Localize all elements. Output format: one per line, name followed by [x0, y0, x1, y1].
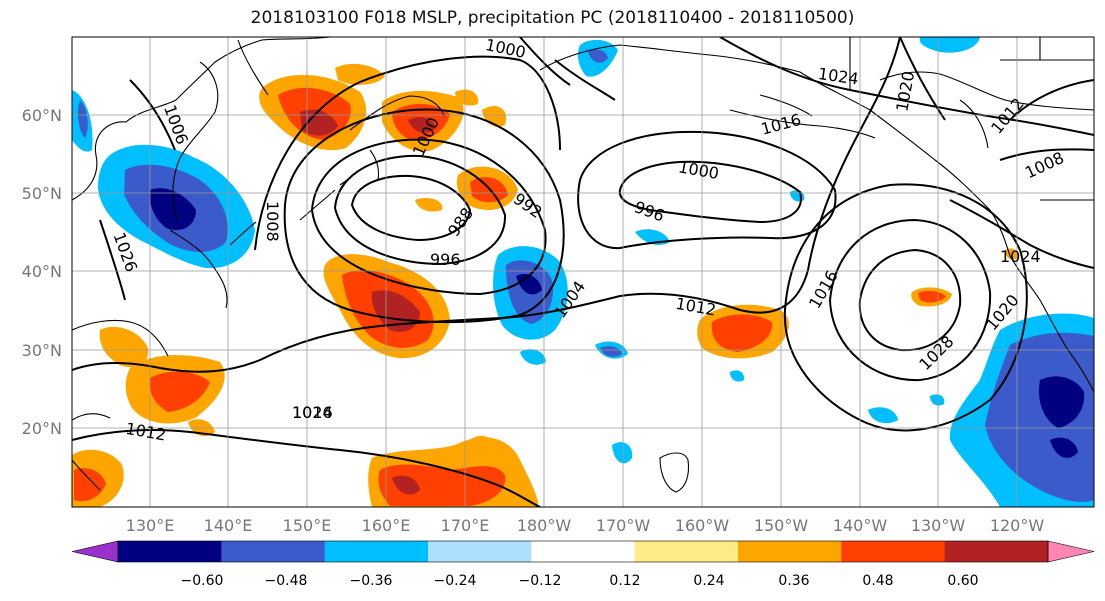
colorbar-swatch	[324, 541, 429, 562]
gridlines	[72, 37, 1094, 507]
contour-label: 996	[430, 250, 461, 269]
lon-label: 170°E	[441, 516, 490, 535]
contour-label: 1008	[263, 201, 282, 242]
lat-label: 20°N	[22, 419, 62, 438]
map-frame	[71, 36, 1095, 508]
colorbar-swatches	[71, 540, 1095, 563]
precip-positive	[72, 63, 1019, 507]
map-title: 2018103100 F018 MSLP, precipitation PC (…	[250, 8, 855, 28]
colorbar-tick-label: −0.60	[181, 573, 224, 589]
colorbar-tick-label: 0.48	[862, 573, 893, 589]
colorbar-outline	[117, 540, 1049, 563]
contour-label: 1016	[292, 403, 333, 422]
lon-label: 140°E	[204, 516, 253, 535]
colorbar-swatch	[221, 541, 326, 562]
precip-blob-bottom-west	[72, 449, 124, 507]
lon-label: 160°E	[362, 516, 411, 535]
precip-blob-mid-pacific	[697, 304, 789, 359]
lon-label: 180°W	[517, 516, 572, 535]
precip-blob-bottom-central	[368, 437, 539, 507]
lat-label: 60°N	[22, 106, 62, 125]
colorbar-extend-high	[1047, 540, 1095, 563]
lat-label: 30°N	[22, 341, 62, 360]
lon-label: 150°W	[754, 516, 809, 535]
lat-label: 50°N	[22, 184, 62, 203]
latitude-labels: 60°N 50°N 40°N 30°N 20°N	[22, 106, 62, 438]
precip-blob-dateline	[493, 246, 568, 340]
colorbar-tick-label: 0.36	[778, 573, 809, 589]
colorbar-tick-labels: −0.60 −0.48 −0.36 −0.24 −0.12 0.12 0.24 …	[181, 573, 979, 589]
colorbar-tick-label: −0.12	[519, 573, 562, 589]
colorbar: −0.60 −0.48 −0.36 −0.24 −0.12 0.12 0.24 …	[71, 540, 1095, 589]
colorbar-swatch	[428, 541, 532, 562]
contour-label: 1024	[1000, 247, 1041, 266]
lon-label: 170°W	[596, 516, 651, 535]
map-area: 1000 1006 1008 1000 988 992 996 1004 101…	[72, 37, 1094, 507]
colorbar-swatch	[118, 541, 222, 562]
longitude-labels: 130°E 140°E 150°E 160°E 170°E 180°W 170°…	[126, 516, 1045, 535]
precip-blob-east-pacific	[949, 313, 1094, 507]
lon-label: 160°W	[675, 516, 730, 535]
colorbar-tick-label: 0.24	[693, 573, 724, 589]
colorbar-swatch	[944, 541, 1049, 562]
lat-label: 40°N	[22, 262, 62, 281]
lon-label: 130°E	[126, 516, 175, 535]
colorbar-swatch	[738, 541, 842, 562]
lon-label: 150°E	[283, 516, 332, 535]
colorbar-tick-label: −0.48	[265, 573, 308, 589]
colorbar-swatch	[634, 541, 739, 562]
colorbar-swatch	[841, 541, 946, 562]
lon-label: 140°W	[833, 516, 888, 535]
colorbar-tick-label: −0.24	[434, 573, 477, 589]
lon-label: 120°W	[990, 516, 1045, 535]
precip-blob-okhotsk	[382, 90, 464, 152]
colorbar-extend-low	[71, 540, 119, 563]
coastlines	[72, 37, 1094, 493]
precip-blob-east-high	[911, 287, 952, 307]
colorbar-tick-label: 0.60	[947, 573, 978, 589]
lon-label: 130°W	[911, 516, 966, 535]
colorbar-swatch	[531, 541, 636, 562]
contour-label: 1024	[292, 403, 333, 422]
colorbar-tick-label: −0.36	[350, 573, 393, 589]
colorbar-tick-label: 0.12	[609, 573, 640, 589]
